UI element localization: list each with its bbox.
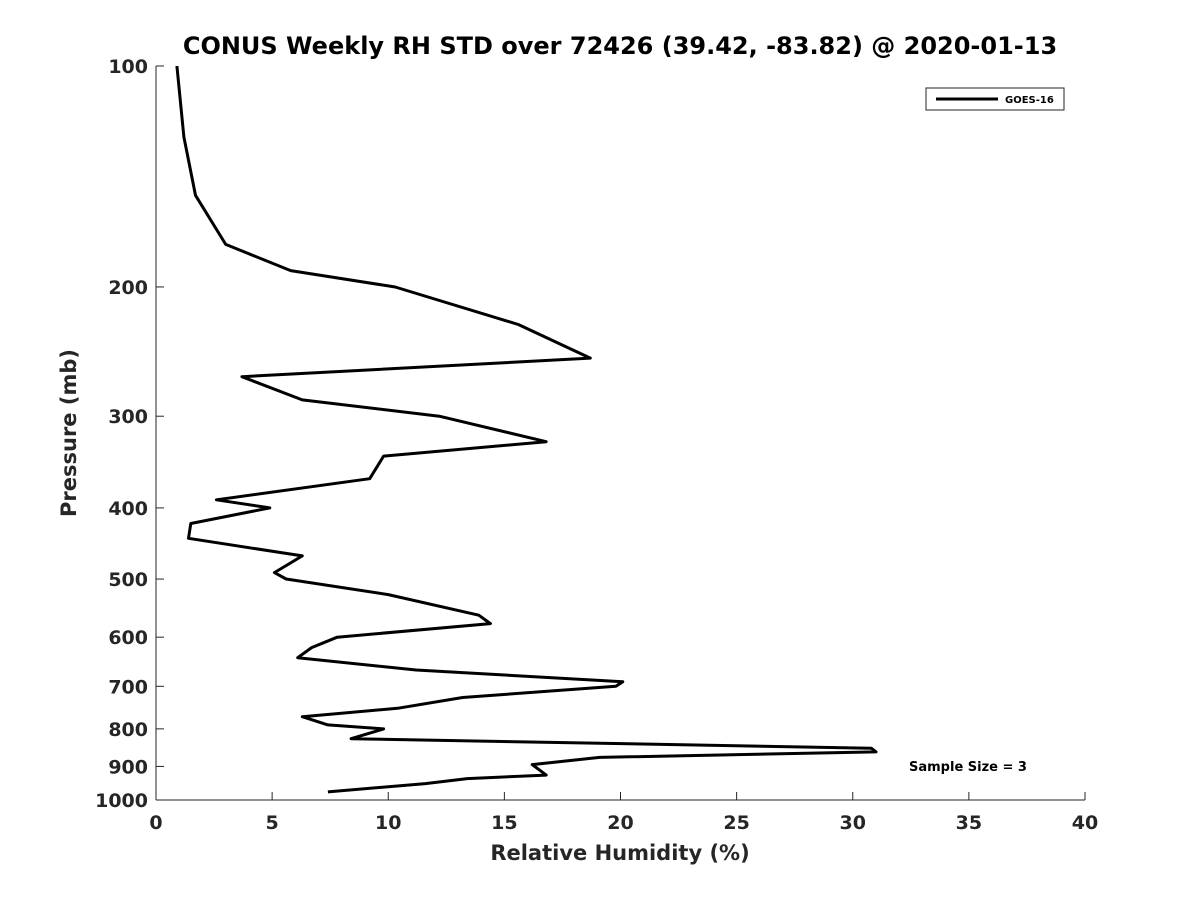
y-tick-label: 400: [108, 498, 148, 520]
series-line-goes-16: [175, 65, 878, 794]
y-tick-label: 500: [108, 569, 148, 591]
sample-size-annotation: Sample Size = 3: [909, 760, 1027, 775]
x-tick-label: 30: [840, 812, 866, 834]
y-tick-label: 700: [108, 676, 148, 698]
chart-title: CONUS Weekly RH STD over 72426 (39.42, -…: [183, 32, 1057, 60]
x-tick-label: 20: [607, 812, 633, 834]
x-ticks: 0 5 10 15 20 25 30 35 40: [149, 792, 1098, 834]
legend-label-goes-16: GOES-16: [1005, 95, 1054, 106]
y-ticks: 100 200 300 400 500 600 700 800 900 1000: [95, 56, 164, 812]
y-tick-label: 100: [108, 56, 148, 78]
y-axis-label: Pressure (mb): [57, 349, 81, 517]
axes: [155, 66, 1085, 801]
x-axis-label: Relative Humidity (%): [490, 841, 749, 865]
y-tick-label: 300: [108, 406, 148, 428]
y-tick-label: 1000: [95, 790, 148, 812]
x-tick-label: 25: [723, 812, 749, 834]
x-tick-label: 5: [266, 812, 279, 834]
legend: GOES-16: [925, 87, 1065, 111]
y-tick-label: 600: [108, 627, 148, 649]
x-tick-label: 40: [1072, 812, 1098, 834]
x-tick-label: 15: [491, 812, 517, 834]
series-group: [175, 65, 878, 794]
x-tick-label: 10: [375, 812, 401, 834]
y-tick-label: 900: [108, 756, 148, 778]
x-tick-label: 35: [956, 812, 982, 834]
y-tick-label: 800: [108, 719, 148, 741]
y-tick-label: 200: [108, 277, 148, 299]
x-tick-label: 0: [149, 812, 162, 834]
